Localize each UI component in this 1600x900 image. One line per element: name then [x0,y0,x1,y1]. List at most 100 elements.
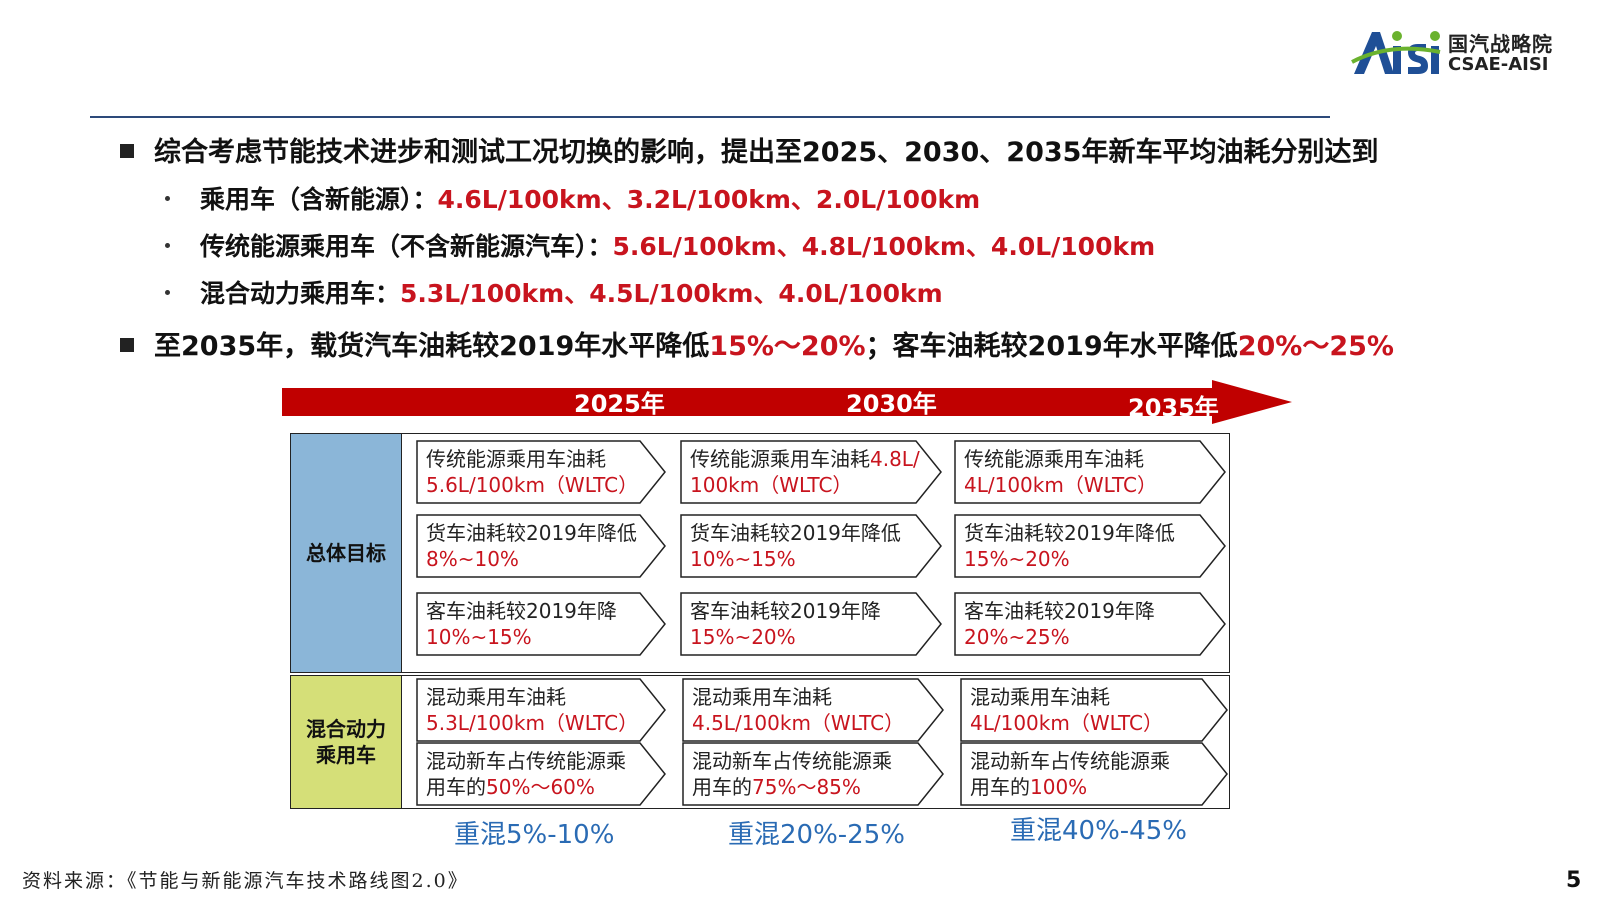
square-bullet-icon [120,143,134,158]
bullet-sub-3-label: 混合动力乘用车： [200,279,401,308]
cell-line2: 用车的75%～85% [692,777,861,797]
chevron-arrow-icon [680,592,942,656]
bullet-sub-1: 乘用车（含新能源）：4.6L/100km、3.2L/100km、2.0L/100… [165,180,980,216]
bullet-sub-2-label: 传统能源乘用车（不含新能源汽车）： [200,232,613,261]
cell-line1: 混动乘用车油耗 [970,685,1110,709]
row-label-overall: 总体目标 [290,433,402,673]
cell-line2: 10%~15% [426,625,532,649]
source-citation: 资料来源：《节能与新能源汽车技术路线图2.0》 [22,870,469,892]
cell-line2b: 75%～85% [752,775,861,799]
year-2035: 2035年 [1128,394,1219,422]
cell-line2: 4L/100km（WLTC） [964,473,1158,497]
heavy-hybrid-2030: 重混20%-25% [728,820,905,850]
timeline-arrow: 2025年 2030年 2035年 [282,380,1302,432]
bullet-main-2-a: 至2035年，载货汽车油耗较2019年水平降低 [154,331,710,362]
cell-line2: 4L/100km（WLTC） [970,711,1164,735]
bullet-main-2-c: ；客车油耗较2019年水平降低 [865,331,1238,362]
bullet-main-2-b: 15%～20% [709,331,866,362]
target-cell: 客车油耗较2019年降 15%~20% [680,592,942,656]
cell-line1a: 传统能源乘用车油耗 [690,447,870,471]
chevron-arrow-icon [954,440,1226,504]
cell-line1: 混动新车占传统能源乘 [970,749,1170,773]
timeline-arrow-icon [282,380,1292,424]
cell-line2: 10%~15% [690,547,796,571]
page-number: 5 [1566,868,1582,893]
cell-line2a: 用车的 [692,775,752,799]
cell-line1b: 4.8L/ [870,447,920,471]
chevron-arrow-icon [954,514,1226,578]
header-divider [90,116,1330,118]
cell-line1: 传统能源乘用车油耗4.8L/ [690,449,920,469]
bullet-main-2-d: 20%～25% [1237,331,1394,362]
target-cell: 货车油耗较2019年降低 10%~15% [680,514,942,578]
chevron-arrow-icon [416,592,666,656]
chevron-arrow-icon [682,678,944,742]
row-label-hybrid-line2: 乘用车 [316,743,376,767]
hybrid-cell: 混动乘用车油耗 4.5L/100km（WLTC） [682,678,944,742]
bullet-sub-1-value: 4.6L/100km、3.2L/100km、2.0L/100km [437,185,981,214]
cell-line1: 混动乘用车油耗 [426,685,566,709]
bullet-sub-3-value: 5.3L/100km、4.5L/100km、4.0L/100km [400,279,943,308]
chevron-arrow-icon [416,678,666,742]
heavy-hybrid-2025: 重混5%-10% [454,820,615,850]
cell-line2: 100km（WLTC） [690,473,853,497]
dot-bullet-icon [165,242,170,248]
cell-line1: 货车油耗较2019年降低 [964,521,1175,545]
bullet-main-1: 综合考虑节能技术进步和测试工况切换的影响，提出至2025、2030、2035年新… [120,130,1378,169]
heavy-hybrid-2035: 重混40%-45% [1010,816,1187,846]
dot-bullet-icon [165,289,170,295]
target-cell: 传统能源乘用车油耗4.8L/ 100km（WLTC） [680,440,942,504]
chevron-arrow-icon [960,742,1228,806]
cell-line1: 客车油耗较2019年降 [964,599,1155,623]
row-label-hybrid-line1: 混合动力 [306,717,386,741]
cell-line2: 15%~20% [690,625,796,649]
chevron-arrow-icon [416,742,666,806]
cell-line1: 客车油耗较2019年降 [426,599,617,623]
chevron-arrow-icon [416,514,666,578]
cell-line2b: 100% [1030,775,1088,799]
cell-line2a: 用车的 [970,775,1030,799]
target-cell: 传统能源乘用车油耗 4L/100km（WLTC） [954,440,1226,504]
row-label-overall-text: 总体目标 [306,541,386,565]
cell-line2: 4.5L/100km（WLTC） [692,711,905,735]
cell-line1: 混动新车占传统能源乘 [426,749,626,773]
year-2030: 2030年 [846,390,937,418]
cell-line2: 15%~20% [964,547,1070,571]
bullet-main-2: 至2035年，载货汽车油耗较2019年水平降低15%～20%；客车油耗较2019… [120,324,1394,363]
cell-line2: 8%~10% [426,547,519,571]
chevron-arrow-icon [954,592,1226,656]
target-cell: 货车油耗较2019年降低 8%~10% [416,514,666,578]
cell-line1: 传统能源乘用车油耗 [964,447,1144,471]
chevron-arrow-icon [960,678,1228,742]
cell-line1: 货车油耗较2019年降低 [426,521,637,545]
cell-line2: 20%~25% [964,625,1070,649]
hybrid-cell: 混动乘用车油耗 4L/100km（WLTC） [960,678,1228,742]
target-cell: 客车油耗较2019年降 10%~15% [416,592,666,656]
bullet-main-1-text: 综合考虑节能技术进步和测试工况切换的影响，提出至2025、2030、2035年新… [154,137,1379,168]
hybrid-cell: 混动新车占传统能源乘 用车的50%～60% [416,742,666,806]
hybrid-cell: 混动乘用车油耗 5.3L/100km（WLTC） [416,678,666,742]
cell-line2: 用车的100% [970,777,1087,797]
aisi-logo-icon [1351,31,1441,74]
cell-line1: 传统能源乘用车油耗 [426,447,606,471]
chevron-arrow-icon [680,514,942,578]
bullet-sub-2-value: 5.6L/100km、4.8L/100km、4.0L/100km [612,232,1156,261]
logo-en-text: CSAE-AISI [1448,54,1549,75]
bullet-sub-1-label: 乘用车（含新能源）： [200,185,438,214]
bullet-sub-3: 混合动力乘用车：5.3L/100km、4.5L/100km、4.0L/100km [165,274,943,310]
row-label-hybrid-text: 混合动力 乘用车 [306,716,386,768]
cell-line1: 混动乘用车油耗 [692,685,832,709]
chevron-arrow-icon [682,742,944,806]
cell-line1: 货车油耗较2019年降低 [690,521,901,545]
hybrid-cell: 混动新车占传统能源乘 用车的75%～85% [682,742,944,806]
cell-line2a: 用车的 [426,775,486,799]
cell-line1: 混动新车占传统能源乘 [692,749,892,773]
year-2025: 2025年 [574,390,665,418]
logo-cn-text: 国汽战略院 [1448,32,1553,56]
cell-line2: 5.3L/100km（WLTC） [426,711,639,735]
bullet-sub-2: 传统能源乘用车（不含新能源汽车）：5.6L/100km、4.8L/100km、4… [165,227,1155,263]
hybrid-cell: 混动新车占传统能源乘 用车的100% [960,742,1228,806]
square-bullet-icon [120,337,134,352]
target-cell: 客车油耗较2019年降 20%~25% [954,592,1226,656]
row-label-hybrid: 混合动力 乘用车 [290,675,402,809]
